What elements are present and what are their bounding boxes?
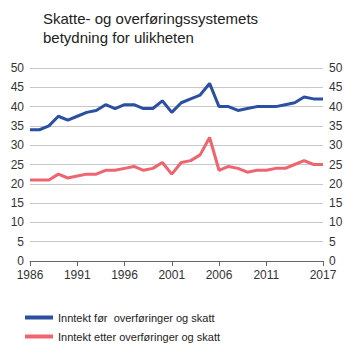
svg-text:30: 30: [329, 138, 343, 152]
svg-text:5: 5: [329, 235, 336, 249]
svg-text:10: 10: [329, 215, 343, 229]
svg-text:Inntekt etter overføringer og: Inntekt etter overføringer og skatt: [58, 331, 220, 343]
svg-text:10: 10: [11, 215, 25, 229]
svg-text:50: 50: [11, 61, 25, 75]
svg-text:betydning for ulikheten: betydning for ulikheten: [43, 29, 194, 46]
svg-text:5: 5: [17, 235, 24, 249]
svg-text:Skatte- og overføringssystemet: Skatte- og overføringssystemets: [43, 10, 262, 27]
svg-text:1996: 1996: [111, 268, 138, 282]
svg-text:15: 15: [11, 196, 25, 210]
svg-text:2011: 2011: [253, 268, 279, 282]
svg-text:45: 45: [11, 80, 25, 94]
svg-text:40: 40: [329, 100, 343, 114]
svg-text:Inntekt før overføringer og s: Inntekt før overføringer og skatt: [58, 312, 215, 324]
svg-text:25: 25: [329, 158, 343, 172]
svg-text:35: 35: [11, 119, 25, 133]
svg-text:15: 15: [329, 196, 343, 210]
svg-text:40: 40: [11, 100, 25, 114]
svg-text:1986: 1986: [17, 268, 44, 282]
svg-text:30: 30: [11, 138, 25, 152]
svg-text:25: 25: [11, 158, 25, 172]
svg-text:2006: 2006: [206, 268, 233, 282]
svg-text:45: 45: [329, 80, 343, 94]
svg-text:2001: 2001: [158, 268, 185, 282]
svg-text:50: 50: [329, 61, 343, 75]
svg-text:20: 20: [11, 177, 25, 191]
svg-text:0: 0: [17, 254, 24, 268]
svg-text:35: 35: [329, 119, 343, 133]
svg-text:1991: 1991: [64, 268, 91, 282]
svg-text:0: 0: [329, 254, 336, 268]
svg-text:2017: 2017: [310, 268, 337, 282]
svg-text:20: 20: [329, 177, 343, 191]
